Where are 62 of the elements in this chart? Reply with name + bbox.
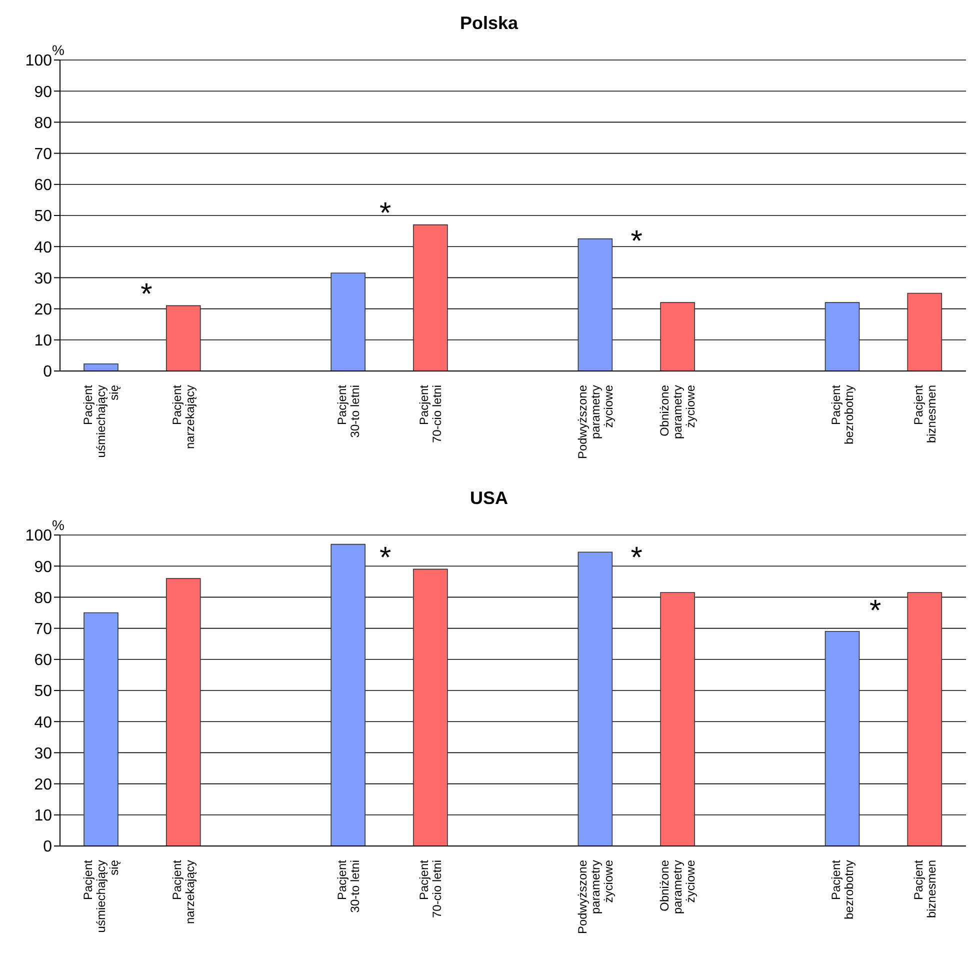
y-tick-label: 20 [34,301,52,318]
x-tick-label: Pacjent 30-to letni [334,859,362,913]
bar [166,578,201,846]
y-tick-label: 40 [34,239,52,256]
bar [907,592,942,846]
x-tick-label: Pacjent 70-cio letni [417,859,444,918]
bar [330,544,366,846]
bar [660,302,695,371]
bar [824,631,860,846]
x-tick-label: Podwyższone parametry życiowe [575,384,616,460]
y-tick-label: 0 [43,838,52,856]
bar [578,552,613,846]
bar [330,272,366,371]
x-tick-label: Obniżone parametry życiowe [658,860,698,914]
y-tick-label: 70 [34,146,52,163]
y-tick-label: 90 [34,84,52,101]
x-tick-label: Pacjent 70-cio letni [417,384,444,444]
bar [84,363,118,371]
y-tick-label: 60 [34,652,52,670]
y-tick-label: 40 [34,714,52,732]
x-tick-label: Pacjent bezrobotny [828,384,856,444]
annotation: * [870,594,882,628]
bar [660,592,695,846]
y-axis-title: % [52,517,64,533]
y-tick-label: 100 [25,528,52,545]
y-tick-label: 80 [34,114,52,132]
y-tick-label: 60 [34,177,52,194]
bar [824,302,860,371]
y-tick-label: 70 [34,620,52,638]
annotation: * [630,225,643,258]
x-tick-label: Pacjent 30-to letni [334,384,362,438]
x-tick-label: Pacjent biznesmen [911,859,938,918]
x-tick-label: Pacjent biznesmen [911,384,938,444]
y-tick-label: 30 [34,745,52,762]
x-tick-label: Pacjent uśmiechający się [81,384,122,458]
bar [413,568,448,846]
y-tick-label: 90 [34,558,52,576]
annotation: * [140,278,153,311]
annotation: * [379,197,392,230]
y-axis-title: % [52,42,64,58]
bar [413,224,448,371]
y-tick-label: 30 [34,270,52,288]
x-tick-label: Pacjent uśmiechający się [81,859,122,933]
annotation: * [379,541,392,574]
y-tick-label: 10 [34,332,52,350]
y-tick-label: 80 [34,590,52,607]
bar [907,292,942,371]
bar [84,612,118,846]
chart-title: Polska [458,12,520,35]
y-tick-label: 50 [34,208,52,226]
x-tick-label: Podwyższone parametry życiowe [575,860,616,934]
y-tick-label: 20 [34,776,52,794]
bar [166,305,201,371]
chart-title: USA [468,487,509,510]
x-tick-label: Pacjent bezrobotny [828,859,856,920]
y-tick-label: 0 [43,364,52,381]
annotation: * [630,541,643,574]
y-tick-label: 100 [25,52,52,70]
bar [578,238,613,371]
y-tick-label: 10 [34,808,52,825]
y-tick-label: 50 [34,683,52,700]
x-tick-label: Obniżone parametry życiowe [658,384,698,440]
